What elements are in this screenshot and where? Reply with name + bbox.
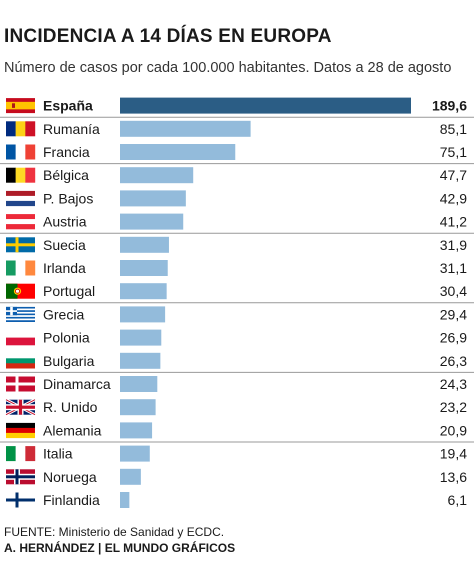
category-label: Polonia [43, 330, 90, 346]
value-label: 23,2 [440, 399, 467, 415]
category-label: Grecia [43, 306, 84, 322]
flag-france-icon [6, 144, 36, 160]
bar [120, 492, 130, 508]
bar [120, 97, 411, 114]
chart-title: INCIDENCIA A 14 DÍAS EN EUROPA [4, 26, 332, 47]
category-label: Finlandia [43, 492, 100, 508]
category-label: Francia [43, 144, 90, 160]
bar [120, 399, 156, 416]
value-label: 26,3 [440, 353, 467, 369]
category-label: Suecia [43, 237, 86, 253]
flag-netherlands-icon [6, 190, 35, 207]
bar [120, 329, 162, 346]
category-label: Irlanda [43, 260, 86, 276]
value-label: 31,1 [440, 260, 467, 276]
bar [120, 445, 150, 462]
value-label: 20,9 [440, 422, 467, 438]
bar [120, 306, 166, 323]
value-label: 26,9 [440, 330, 467, 346]
flag-germany-icon [6, 422, 35, 439]
bar [120, 167, 194, 184]
category-label: Bélgica [43, 167, 89, 183]
bar [120, 190, 186, 207]
bar [120, 213, 184, 230]
flag-italy-icon [6, 446, 36, 462]
category-label: Italia [43, 446, 73, 462]
flag-belgium-icon [6, 167, 36, 183]
flag-poland-icon [6, 330, 35, 346]
bar-chart: España 189,6 Rumanía 85,1 Francia 75,1 Bélgica… [0, 97, 474, 508]
bar [120, 236, 169, 253]
value-label: 30,4 [440, 283, 467, 299]
category-label: Bulgaria [43, 353, 95, 369]
bar [120, 352, 161, 369]
category-label: Alemania [43, 422, 102, 438]
bar [120, 283, 167, 300]
value-label: 41,2 [440, 214, 467, 230]
category-label: P. Bajos [43, 190, 93, 206]
category-label: Portugal [43, 283, 95, 299]
value-label: 85,1 [440, 121, 467, 137]
flag-norway-icon [6, 469, 35, 485]
flag-bulgaria-icon [6, 353, 35, 369]
source-note: FUENTE: Ministerio de Sanidad y ECDC. [4, 525, 225, 539]
category-label: R. Unido [43, 399, 98, 415]
chart-subtitle: Número de casos por cada 100.000 habitan… [4, 60, 452, 76]
flag-ireland-icon [6, 260, 36, 276]
value-label: 24,3 [440, 376, 467, 392]
value-label: 13,6 [440, 469, 467, 485]
flag-romania-icon [6, 121, 36, 137]
bar [120, 468, 141, 485]
flag-portugal-icon [6, 283, 35, 299]
flag-austria-icon [6, 214, 35, 230]
bar [120, 144, 236, 160]
bar [120, 422, 153, 439]
value-label: 47,7 [440, 167, 467, 183]
flag-denmark-icon [6, 376, 35, 392]
bar [120, 376, 158, 392]
value-label: 42,9 [440, 190, 467, 206]
category-label: España [43, 98, 93, 114]
value-label: 75,1 [440, 144, 467, 160]
value-label: 6,1 [448, 492, 468, 508]
flag-sweden-icon [6, 237, 35, 253]
category-label: Dinamarca [43, 376, 111, 392]
category-label: Rumanía [43, 121, 100, 137]
value-label: 31,9 [440, 237, 467, 253]
flag-spain-icon [6, 98, 35, 114]
credit-note: A. HERNÁNDEZ | EL MUNDO GRÁFICOS [4, 541, 236, 555]
value-label: 29,4 [440, 306, 467, 322]
flag-uk-icon [5, 398, 36, 417]
flag-finland-icon [6, 492, 35, 508]
category-label: Austria [43, 214, 87, 230]
bar [120, 120, 251, 137]
flag-greece-icon [6, 306, 35, 322]
value-label: 189,6 [432, 98, 467, 114]
bar [120, 260, 168, 276]
value-label: 19,4 [440, 446, 467, 462]
category-label: Noruega [43, 469, 97, 485]
